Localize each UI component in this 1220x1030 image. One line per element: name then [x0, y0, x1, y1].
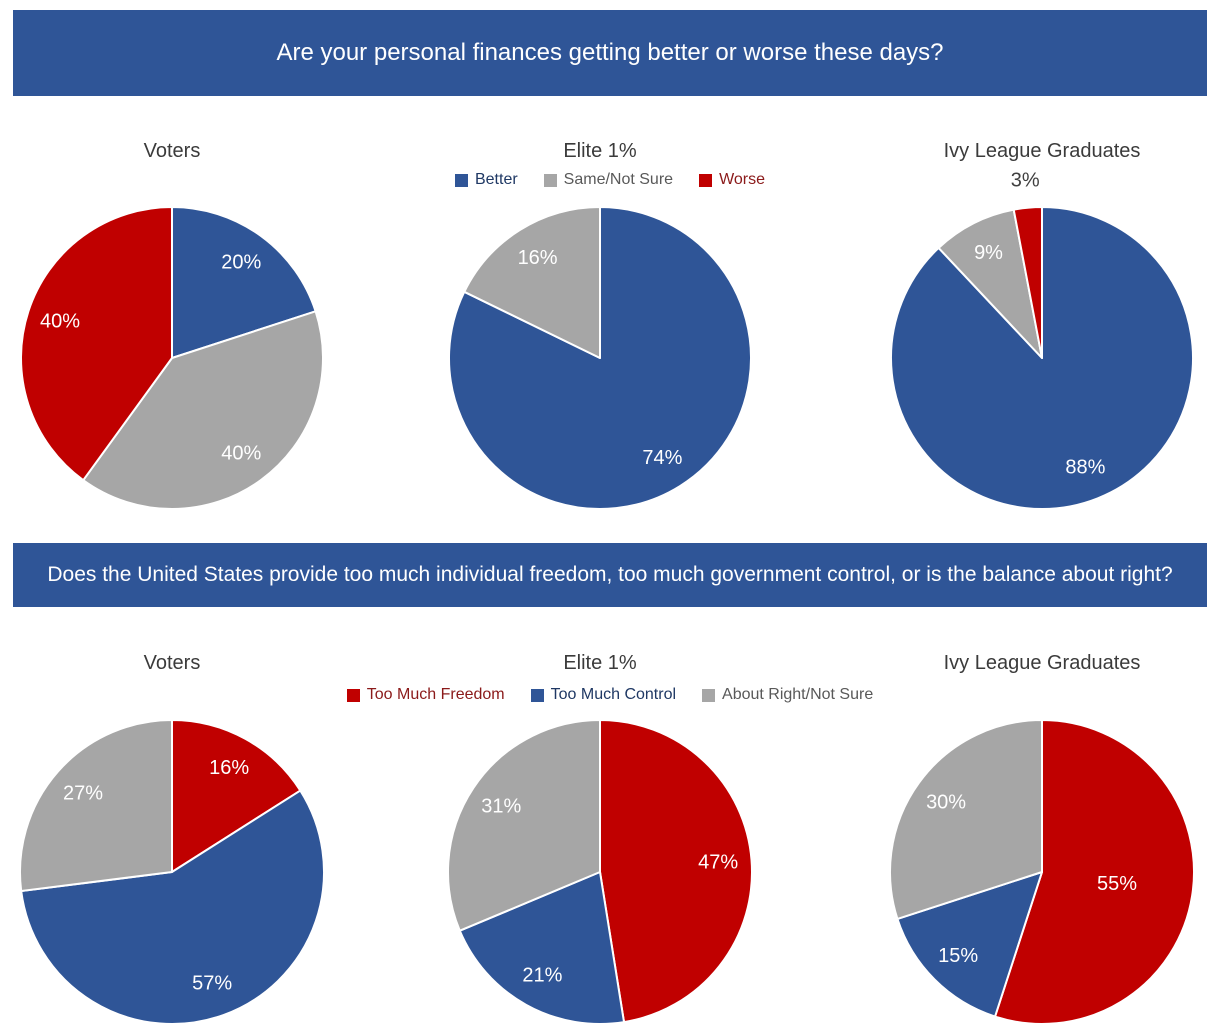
legend-item-better: Better — [454, 171, 518, 189]
pie-elite-1-finances: 74% 16% — [448, 206, 752, 510]
legend-label: Worse — [719, 171, 765, 188]
chart-title-elite-1: Elite 1% — [563, 140, 637, 162]
legend-item-too-much-freedom: Too Much Freedom — [346, 686, 505, 704]
pie-slice-better — [448, 206, 752, 510]
chart-title-elite-1: Elite 1% — [563, 652, 637, 674]
legend-label: Too Much Control — [550, 686, 677, 703]
legend-label: Better — [474, 171, 518, 188]
pie-label-same-not-sure: 9% — [974, 242, 1003, 264]
pie-label-too-much-freedom: 16% — [209, 757, 249, 779]
pie-slice-too-much-control — [20, 789, 325, 1025]
pie-slice-about-right-not-sure — [889, 719, 1043, 920]
chart-title-voters: Voters — [143, 140, 201, 162]
legend-item-worse: Worse — [699, 171, 765, 189]
legend-swatch-about-right-not-sure — [702, 688, 716, 702]
legend-label: Too Much Freedom — [366, 686, 505, 703]
pie-label-same-not-sure: 16% — [518, 247, 558, 269]
chart-title-voters: Voters — [143, 652, 201, 674]
pie-label-worse: 40% — [40, 311, 80, 333]
pie-slice-same-not-sure — [82, 310, 324, 510]
legend-label: About Right/Not Sure — [722, 686, 874, 703]
pie-slice-better — [171, 206, 317, 359]
pie-slice-worse — [1012, 206, 1043, 359]
pie-label-better: 20% — [221, 252, 261, 274]
pie-slice-worse — [20, 206, 173, 482]
pie-elite-1-freedom: 47% 21% 31% — [447, 719, 753, 1025]
pie-slice-too-much-freedom — [994, 719, 1195, 1025]
chart-title-ivy-league-graduates: Ivy League Graduates — [943, 140, 1141, 162]
legend-swatch-same-not-sure — [543, 173, 557, 187]
legend-freedom: Too Much Freedom Too Much Control About Ri… — [0, 686, 1220, 704]
pie-slice-same-not-sure — [463, 206, 601, 359]
pie-label-too-much-freedom: 55% — [1097, 873, 1137, 895]
pie-label-better: 88% — [1065, 457, 1105, 479]
pie-label-same-not-sure: 40% — [221, 442, 261, 464]
legend-swatch-too-much-control — [530, 688, 544, 702]
pie-slice-too-much-freedom — [171, 719, 302, 873]
question-text-finances: Are your personal finances getting bette… — [276, 39, 944, 66]
question-band-freedom: Does the United States provide too much … — [13, 543, 1207, 607]
pie-label-too-much-control: 21% — [522, 965, 562, 987]
pie-label-too-much-control: 57% — [192, 973, 232, 995]
legend-swatch-better — [454, 173, 468, 187]
pie-slice-too-much-control — [458, 871, 626, 1025]
pie-slice-too-much-control — [896, 871, 1043, 1018]
pie-slice-same-not-sure — [937, 208, 1043, 359]
legend-item-same-not-sure: Same/Not Sure — [543, 171, 674, 189]
pie-voters-finances: 20% 40% 40% — [20, 206, 324, 510]
pie-voters-freedom: 16% 57% 27% — [19, 719, 325, 1025]
legend-item-about-right-not-sure: About Right/Not Sure — [702, 686, 873, 704]
question-band-finances: Are your personal finances getting bette… — [13, 10, 1207, 96]
legend-swatch-too-much-freedom — [346, 688, 360, 702]
pie-ivy-league-graduates-freedom: 55% 15% 30% — [889, 719, 1195, 1025]
legend-swatch-worse — [699, 173, 713, 187]
pie-slice-about-right-not-sure — [19, 719, 173, 893]
legend-finances: Better Same/Not Sure Worse — [0, 171, 1220, 189]
pie-label-about-right-not-sure: 27% — [63, 783, 103, 805]
pie-slice-too-much-freedom — [599, 719, 753, 1024]
pie-label-too-much-freedom: 47% — [698, 852, 738, 874]
legend-item-too-much-control: Too Much Control — [530, 686, 677, 704]
pie-label-better: 74% — [642, 447, 682, 469]
pie-label-too-much-control: 15% — [938, 945, 978, 967]
pie-ivy-league-graduates-finances: 88%9%3% — [890, 170, 1194, 510]
pie-label-about-right-not-sure: 31% — [481, 795, 521, 817]
pie-slice-better — [890, 206, 1194, 510]
pie-label-about-right-not-sure: 30% — [926, 791, 966, 813]
legend-label: Same/Not Sure — [563, 171, 674, 188]
question-text-freedom: Does the United States provide too much … — [47, 563, 1173, 586]
chart-title-ivy-league-graduates: Ivy League Graduates — [943, 652, 1141, 674]
pie-slice-about-right-not-sure — [447, 719, 601, 932]
